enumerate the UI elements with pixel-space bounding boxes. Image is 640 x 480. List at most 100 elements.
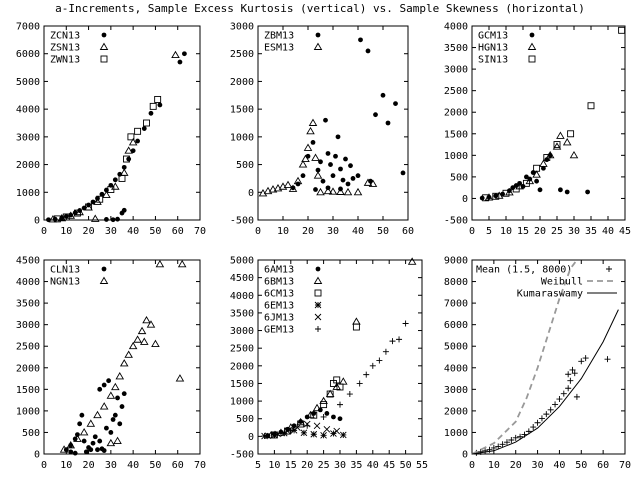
x-tick-label: 0 (469, 226, 475, 237)
data-point (83, 449, 89, 455)
data-point (530, 424, 537, 431)
series-hgn13 (484, 131, 579, 201)
data-point (319, 396, 328, 405)
data-point (117, 421, 123, 427)
x-tick-label: 20 (534, 226, 546, 237)
x-tick-label: 50 (575, 460, 587, 471)
data-point (177, 59, 183, 65)
data-point (352, 323, 360, 331)
data-point (268, 185, 278, 193)
x-tick-label: 10 (488, 460, 500, 471)
data-point (95, 447, 100, 453)
y-tick-label: 0 (462, 194, 468, 205)
data-point (111, 382, 120, 391)
data-point (325, 151, 331, 156)
data-point (134, 127, 142, 135)
legend-marker (528, 55, 536, 63)
y-tick-label: 2500 (230, 344, 254, 355)
panel-top-right: 0 5 10 15 20 25 30 35 40 45-500050010001500200025… (444, 22, 631, 238)
legend-marker (315, 326, 321, 332)
panel-bottom-left: 0 10 20 30 40 50 60 70 0 500 1000 1500 2000 2500 3000 3… (16, 256, 206, 472)
x-tick-label: 0 (41, 226, 47, 237)
y-tick-label: 5000 (230, 256, 254, 267)
x-tick-label: 35 (350, 460, 362, 471)
y-tick-label: 2500 (16, 342, 40, 353)
x-tick-label: 55 (416, 460, 428, 471)
data-point (101, 448, 107, 453)
y-tick-label: 500 (236, 160, 254, 171)
data-point (123, 155, 130, 163)
data-point (565, 371, 572, 378)
data-point (369, 362, 376, 369)
data-point (477, 448, 484, 455)
series-sin13 (482, 26, 626, 202)
data-point (121, 391, 127, 397)
x-tick-label: 70 (619, 460, 631, 471)
x-tick-label: 40 (352, 226, 364, 237)
data-point (115, 395, 120, 401)
data-point (393, 101, 398, 106)
x-tick-label: 10 (60, 226, 72, 237)
y-tick-label: 2000 (230, 77, 254, 88)
data-point (141, 126, 147, 131)
data-point (310, 140, 316, 145)
legend-label: ZBM13 (264, 31, 294, 42)
data-point (313, 187, 318, 192)
legend-marker (313, 42, 323, 50)
data-point (578, 358, 585, 365)
series-gem13 (271, 320, 409, 438)
y-tick-label: -500 (444, 216, 468, 227)
data-point (135, 138, 141, 144)
data-point (569, 366, 576, 373)
panel-top-middle: 0 10 20 30 40 50 60-50005001000150020002500300… (230, 22, 414, 238)
data-point (62, 213, 70, 221)
series-6cm13 (270, 323, 360, 439)
data-point (92, 434, 98, 440)
y-tick-label: 6000 (444, 320, 468, 331)
data-point (171, 50, 180, 59)
data-point (556, 131, 565, 139)
x-tick-label: 40 (602, 226, 614, 237)
y-tick-label: 1000 (444, 428, 468, 439)
legend-marker (101, 32, 107, 38)
data-point (310, 430, 318, 438)
data-point (79, 412, 85, 418)
x-tick-label: 40 (553, 460, 565, 471)
data-point (558, 187, 563, 193)
data-point (151, 339, 160, 348)
data-point (396, 336, 403, 343)
data-point (533, 164, 541, 172)
data-point (140, 337, 149, 345)
data-point (567, 377, 574, 384)
data-point (293, 176, 303, 185)
data-point (326, 390, 334, 398)
y-tick-label: 4000 (16, 277, 40, 288)
data-point (96, 195, 104, 203)
data-point (157, 102, 163, 108)
data-point (288, 184, 298, 192)
data-point (264, 432, 272, 439)
x-tick-label: 70 (194, 460, 206, 471)
y-tick-label: 7000 (444, 299, 468, 310)
data-point (355, 173, 361, 179)
legend-label: ZSN13 (50, 43, 80, 54)
x-tick-label: 10 (60, 460, 72, 471)
legend-marker (315, 266, 321, 272)
series-line (471, 259, 578, 455)
data-point (278, 182, 288, 190)
legend-marker (314, 301, 322, 309)
data-point (296, 417, 305, 426)
y-tick-label: 1000 (16, 188, 40, 199)
data-point (503, 439, 510, 446)
data-point (81, 438, 87, 444)
data-point (358, 37, 363, 43)
series-ngn13 (59, 259, 187, 453)
y-tick-label: 500 (236, 414, 254, 425)
legend-marker (314, 313, 322, 321)
data-point (330, 430, 337, 437)
data-point (353, 187, 363, 196)
data-point (149, 102, 157, 110)
data-point (133, 335, 142, 343)
data-point (618, 26, 626, 34)
